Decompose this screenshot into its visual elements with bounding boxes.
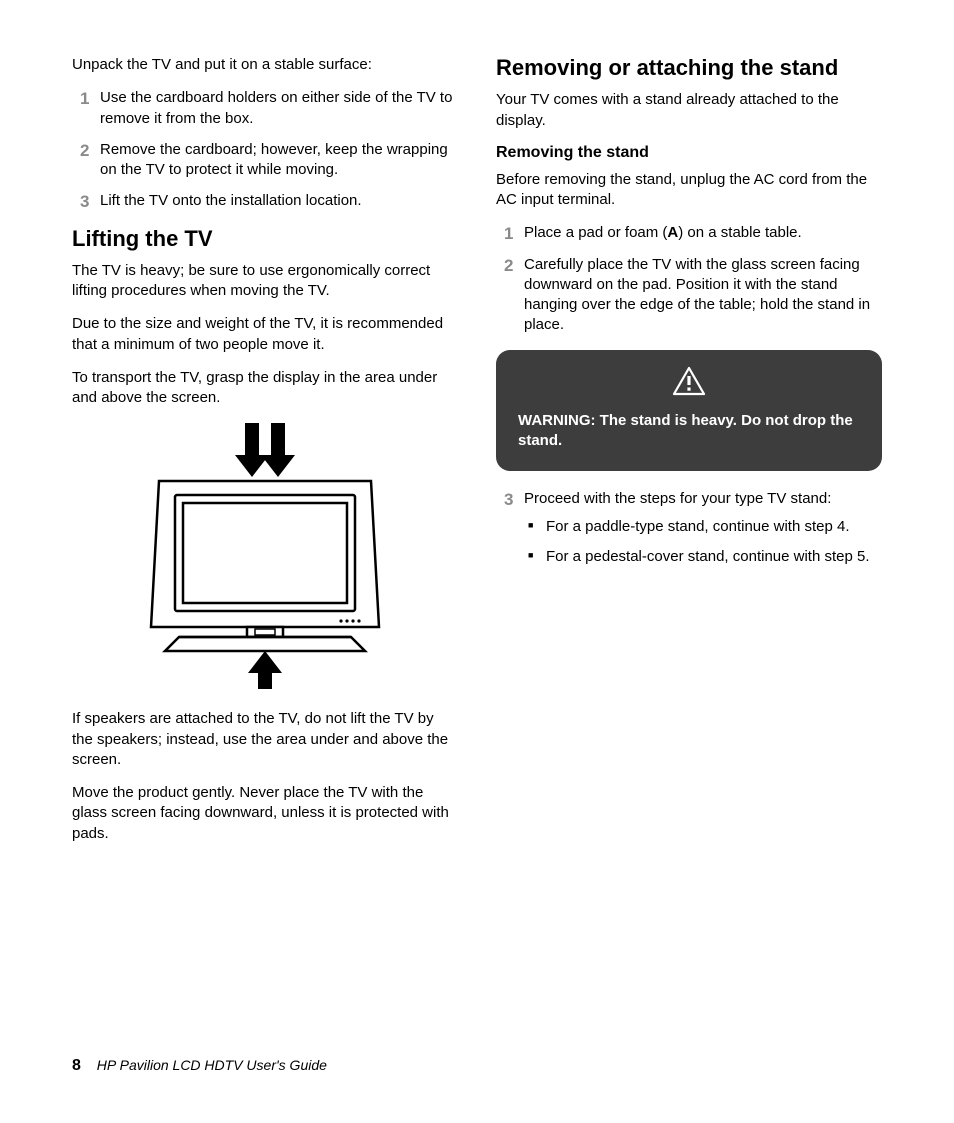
list-item: 3 Proceed with the steps for your type T… — [524, 489, 882, 567]
lifting-p5: Move the product gently. Never place the… — [72, 783, 458, 844]
step-text: Use the cardboard holders on either side… — [100, 89, 452, 126]
warning-text: WARNING: The stand is heavy. Do not drop… — [518, 411, 860, 452]
lifting-p1: The TV is heavy; be sure to use ergonomi… — [72, 261, 458, 302]
warning-icon-row — [518, 366, 860, 401]
step-text: Proceed with the steps for your type TV … — [524, 490, 831, 507]
stand-type-bullets: For a paddle-type stand, continue with s… — [524, 517, 882, 567]
warning-box: WARNING: The stand is heavy. Do not drop… — [496, 350, 882, 472]
step-text: Lift the TV onto the installation locati… — [100, 192, 362, 209]
page-footer: 8 HP Pavilion LCD HDTV User's Guide — [72, 1057, 327, 1075]
right-column: Removing or attaching the stand Your TV … — [496, 55, 882, 857]
removing-step-3: 3 Proceed with the steps for your type T… — [496, 489, 882, 567]
footer-title: HP Pavilion LCD HDTV User's Guide — [97, 1057, 327, 1073]
list-item: 1Place a pad or foam (A) on a stable tab… — [524, 223, 882, 243]
lifting-heading: Lifting the TV — [72, 226, 458, 251]
tv-illustration-icon — [135, 421, 395, 691]
page-number: 8 — [72, 1057, 81, 1074]
removing-heading: Removing the stand — [496, 144, 882, 162]
warning-triangle-icon — [672, 366, 706, 396]
list-item: 3Lift the TV onto the installation locat… — [100, 191, 458, 211]
list-item: 2Remove the cardboard; however, keep the… — [100, 140, 458, 181]
stand-intro: Your TV comes with a stand already attac… — [496, 90, 882, 131]
step-text: Remove the cardboard; however, keep the … — [100, 141, 448, 178]
lifting-p2: Due to the size and weight of the TV, it… — [72, 314, 458, 355]
list-item: 2Carefully place the TV with the glass s… — [524, 255, 882, 336]
lifting-p3: To transport the TV, grasp the display i… — [72, 368, 458, 409]
list-item: 1Use the cardboard holders on either sid… — [100, 88, 458, 129]
bullet-item: For a pedestal-cover stand, continue wit… — [546, 547, 882, 567]
left-column: Unpack the TV and put it on a stable sur… — [72, 55, 458, 857]
step-text: Carefully place the TV with the glass sc… — [524, 256, 870, 334]
lifting-p4: If speakers are attached to the TV, do n… — [72, 709, 458, 770]
tv-lift-figure — [72, 421, 458, 691]
removing-steps-1-2: 1Place a pad or foam (A) on a stable tab… — [496, 223, 882, 335]
unpack-steps: 1Use the cardboard holders on either sid… — [72, 88, 458, 211]
bullet-item: For a paddle-type stand, continue with s… — [546, 517, 882, 537]
stand-heading: Removing or attaching the stand — [496, 55, 882, 80]
step-text: Place a pad or foam (A) on a stable tabl… — [524, 224, 802, 241]
unpack-intro: Unpack the TV and put it on a stable sur… — [72, 55, 458, 75]
removing-intro: Before removing the stand, unplug the AC… — [496, 170, 882, 211]
